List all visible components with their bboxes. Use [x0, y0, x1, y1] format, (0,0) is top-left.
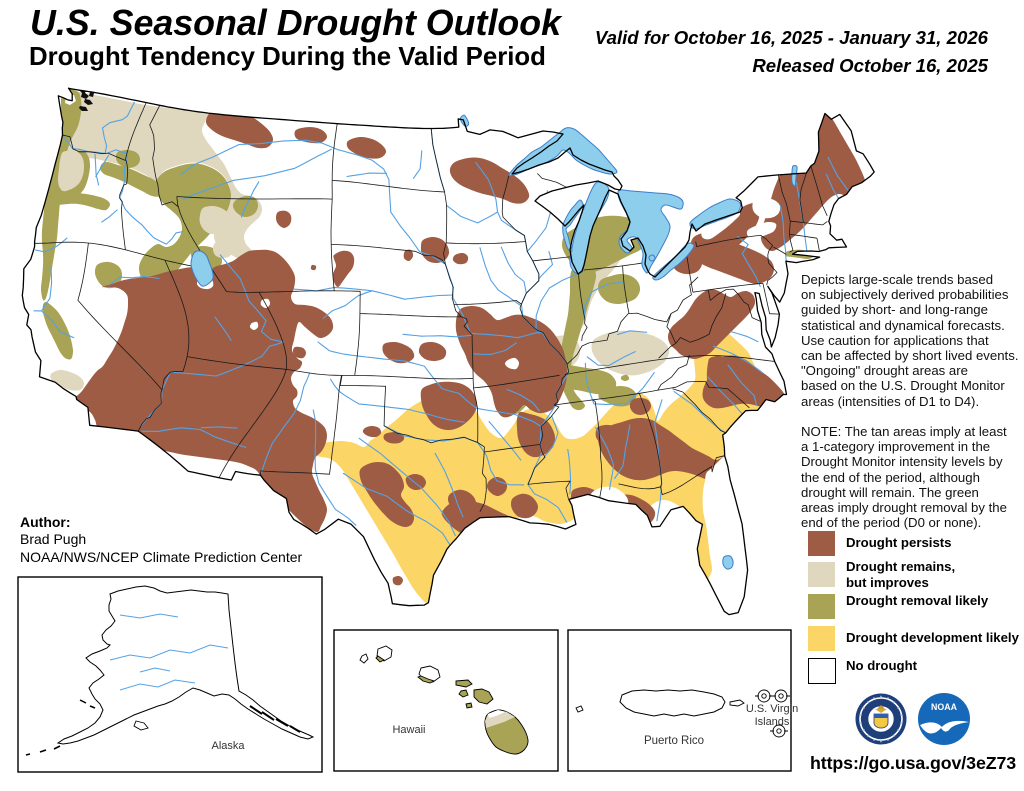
svg-text:NOAA: NOAA	[931, 702, 958, 712]
svg-text:Alaska: Alaska	[211, 740, 245, 752]
svg-text:Hawaii: Hawaii	[392, 724, 425, 736]
svg-text:U.S. Virgin: U.S. Virgin	[746, 703, 798, 715]
svg-text:Islands: Islands	[755, 716, 790, 728]
svg-text:Puerto Rico: Puerto Rico	[644, 735, 704, 747]
